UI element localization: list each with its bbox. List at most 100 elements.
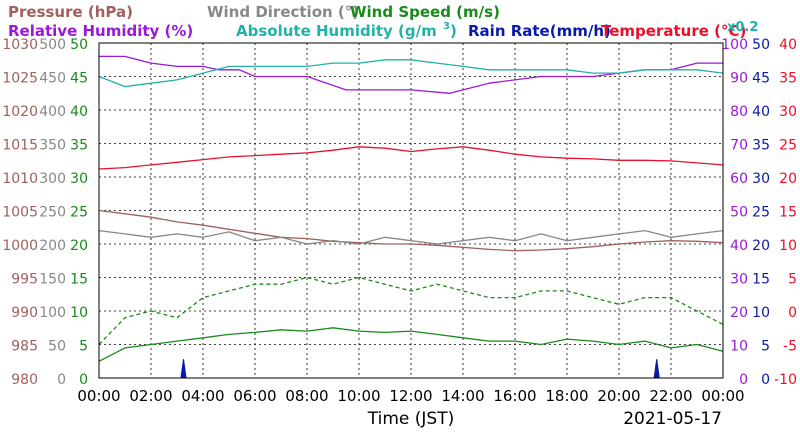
left-axes: 9809859909951000100510101015102010251030… bbox=[2, 37, 88, 388]
x-tick-label: 10:00 bbox=[337, 387, 380, 405]
temperature-tick-label: -10 bbox=[774, 372, 797, 388]
relative_humidity-tick-label: 40 bbox=[730, 238, 748, 254]
relative_humidity-tick-label: 100 bbox=[721, 37, 748, 53]
pressure-tick-label: 1030 bbox=[2, 37, 38, 53]
pressure-tick-label: 1010 bbox=[2, 171, 38, 187]
series-absolute_humidity bbox=[98, 59, 724, 88]
temperature-tick-label: 40 bbox=[779, 37, 797, 53]
pressure-tick-label: 1015 bbox=[2, 138, 38, 154]
temperature-tick-label: 10 bbox=[779, 238, 797, 254]
wind_speed-tick-label: 0 bbox=[79, 372, 88, 388]
pressure-tick-label: 1025 bbox=[2, 71, 38, 87]
wind_speed-tick-label: 40 bbox=[70, 104, 88, 120]
wind_direction-tick-label: 50 bbox=[48, 339, 66, 355]
wind_speed-tick-label: 15 bbox=[70, 272, 88, 288]
wind_direction-tick-label: 250 bbox=[39, 205, 66, 221]
wind_direction-tick-label: 300 bbox=[39, 171, 66, 187]
rain_rate-tick-label: 35 bbox=[752, 138, 770, 154]
wind_speed-tick-label: 20 bbox=[70, 238, 88, 254]
temperature-tick-label: 5 bbox=[788, 272, 797, 288]
wind_direction-tick-label: 100 bbox=[39, 305, 66, 321]
temperature-tick-label: 30 bbox=[779, 104, 797, 120]
wind_speed-tick-label: 10 bbox=[70, 305, 88, 321]
rain_rate-tick-label: 50 bbox=[752, 37, 770, 53]
wind_direction-tick-label: 200 bbox=[39, 238, 66, 254]
relative_humidity-tick-label: 50 bbox=[730, 205, 748, 221]
header-label2-0: Relative Humidity (%) bbox=[8, 22, 193, 40]
rain_rate-tick-label: 25 bbox=[752, 205, 770, 221]
temperature-tick-label: 20 bbox=[779, 171, 797, 187]
x-tick-label: 12:00 bbox=[389, 387, 432, 405]
header-label2-5: Temperature (°C) bbox=[601, 22, 746, 40]
grid bbox=[99, 43, 723, 378]
x-tick-label: 20:00 bbox=[597, 387, 640, 405]
wind_speed-tick-label: 45 bbox=[70, 71, 88, 87]
x-tick-label: 04:00 bbox=[181, 387, 224, 405]
pressure-tick-label: 995 bbox=[11, 272, 38, 288]
wind_speed-tick-label: 35 bbox=[70, 138, 88, 154]
header-label2-3: ) bbox=[450, 22, 457, 40]
wind_speed-tick-label: 5 bbox=[79, 339, 88, 355]
header-label2-4: Rain Rate(mm/h) bbox=[468, 22, 611, 40]
abs-humidity-scale: x0.2 bbox=[727, 20, 758, 35]
wind_direction-tick-label: 350 bbox=[39, 138, 66, 154]
temperature-tick-label: 15 bbox=[779, 205, 797, 221]
temperature-tick-label: 35 bbox=[779, 71, 797, 87]
x-tick-label: 16:00 bbox=[493, 387, 536, 405]
rain_rate-tick-label: 10 bbox=[752, 305, 770, 321]
plot-frame bbox=[98, 42, 724, 379]
x-axis-label: Time (JST) bbox=[367, 409, 454, 429]
relative_humidity-tick-label: 60 bbox=[730, 171, 748, 187]
relative_humidity-tick-label: 90 bbox=[730, 71, 748, 87]
temperature-tick-label: 25 bbox=[779, 138, 797, 154]
relative_humidity-tick-label: 80 bbox=[730, 104, 748, 120]
x-tick-label: 14:00 bbox=[441, 387, 484, 405]
series-temperature bbox=[98, 146, 724, 170]
series-wind_speed_gust bbox=[98, 276, 724, 345]
relative_humidity-tick-label: 10 bbox=[730, 339, 748, 355]
pressure-tick-label: 1020 bbox=[2, 104, 38, 120]
x-tick-labels: 00:00 02:00 04:00 06:00 08:00 10:00 12:00 14:00… bbox=[77, 387, 744, 405]
x-tick-label: 08:00 bbox=[285, 387, 328, 405]
header-label-0: Pressure (hPa) bbox=[8, 3, 133, 21]
pressure-tick-label: 980 bbox=[11, 372, 38, 388]
chart-header: Pressure (hPa) Wind Direction (°)Wind Spe… bbox=[8, 3, 758, 40]
right-axes: 0102030405060708090100051015202530354045… bbox=[721, 37, 797, 388]
x-tick-label: 18:00 bbox=[545, 387, 588, 405]
wind_speed-tick-label: 50 bbox=[70, 37, 88, 53]
header-label-1: Wind Direction (°) bbox=[207, 3, 359, 21]
pressure-tick-label: 1005 bbox=[2, 205, 38, 221]
rain_rate-tick-label: 15 bbox=[752, 272, 770, 288]
header-label2-2: 3 bbox=[443, 21, 450, 32]
rain_rate-tick-label: 20 bbox=[752, 238, 770, 254]
x-tick-label: 02:00 bbox=[129, 387, 172, 405]
pressure-tick-label: 990 bbox=[11, 305, 38, 321]
rain_rate-tick-label: 40 bbox=[752, 104, 770, 120]
series-pressure bbox=[98, 209, 724, 252]
pressure-tick-label: 1000 bbox=[2, 238, 38, 254]
wind_speed-tick-label: 30 bbox=[70, 171, 88, 187]
wind_direction-tick-label: 150 bbox=[39, 272, 66, 288]
series-wind_direction bbox=[98, 229, 724, 245]
x-tick-label: 00:00 bbox=[77, 387, 120, 405]
temperature-tick-label: -5 bbox=[783, 339, 797, 355]
header-label-2: Wind Speed (m/s) bbox=[350, 3, 500, 21]
rain_rate-tick-label: 45 bbox=[752, 71, 770, 87]
rain_rate-tick-label: 30 bbox=[752, 171, 770, 187]
wind_direction-tick-label: 450 bbox=[39, 71, 66, 87]
x-tick-label: 22:00 bbox=[649, 387, 692, 405]
temperature-tick-label: 0 bbox=[788, 305, 797, 321]
header-label2-1: Absolute Humidity (g/m bbox=[236, 22, 437, 40]
rain_rate-tick-label: 0 bbox=[761, 372, 770, 388]
wind_direction-tick-label: 500 bbox=[39, 37, 66, 53]
relative_humidity-tick-label: 0 bbox=[739, 372, 748, 388]
x-tick-label: 00:00 bbox=[701, 387, 744, 405]
x-tick-label: 06:00 bbox=[233, 387, 276, 405]
relative_humidity-tick-label: 30 bbox=[730, 272, 748, 288]
wind_direction-tick-label: 400 bbox=[39, 104, 66, 120]
wind_direction-tick-label: 0 bbox=[57, 372, 66, 388]
relative_humidity-tick-label: 20 bbox=[730, 305, 748, 321]
wind_speed-tick-label: 25 bbox=[70, 205, 88, 221]
series-wind_speed_avg bbox=[98, 327, 724, 362]
